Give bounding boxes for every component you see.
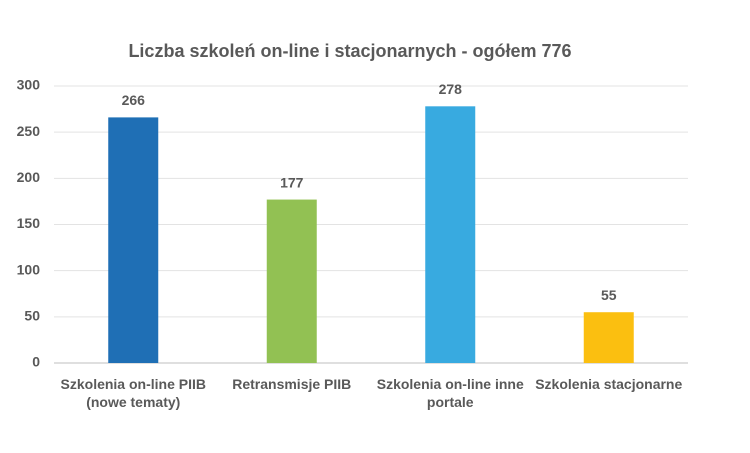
- y-tick-label: 0: [32, 354, 40, 370]
- chart-title: Liczba szkoleń on-line i stacjonarnych -…: [128, 41, 571, 61]
- data-label: 177: [280, 174, 304, 190]
- bar: [266, 199, 317, 363]
- y-tick-label: 250: [17, 123, 41, 139]
- y-tick-label: 100: [17, 261, 41, 277]
- data-label: 266: [122, 92, 146, 108]
- x-tick-label: Szkolenia stacjonarne: [535, 376, 683, 392]
- x-tick-label: Szkolenia on-line PIIB (nowe tematy): [60, 376, 206, 410]
- y-tick-label: 200: [17, 169, 41, 185]
- x-tick-label: Szkolenia on-line inne portale: [376, 376, 524, 410]
- y-tick-label: 50: [24, 308, 40, 324]
- y-tick-label: 300: [17, 77, 41, 93]
- x-tick-label: Retransmisje PIIB: [232, 376, 352, 392]
- bar: [425, 106, 476, 364]
- bar: [108, 117, 159, 363]
- data-label: 278: [439, 81, 463, 97]
- y-tick-label: 150: [17, 215, 41, 231]
- bar: [583, 312, 634, 363]
- data-label: 55: [601, 287, 617, 303]
